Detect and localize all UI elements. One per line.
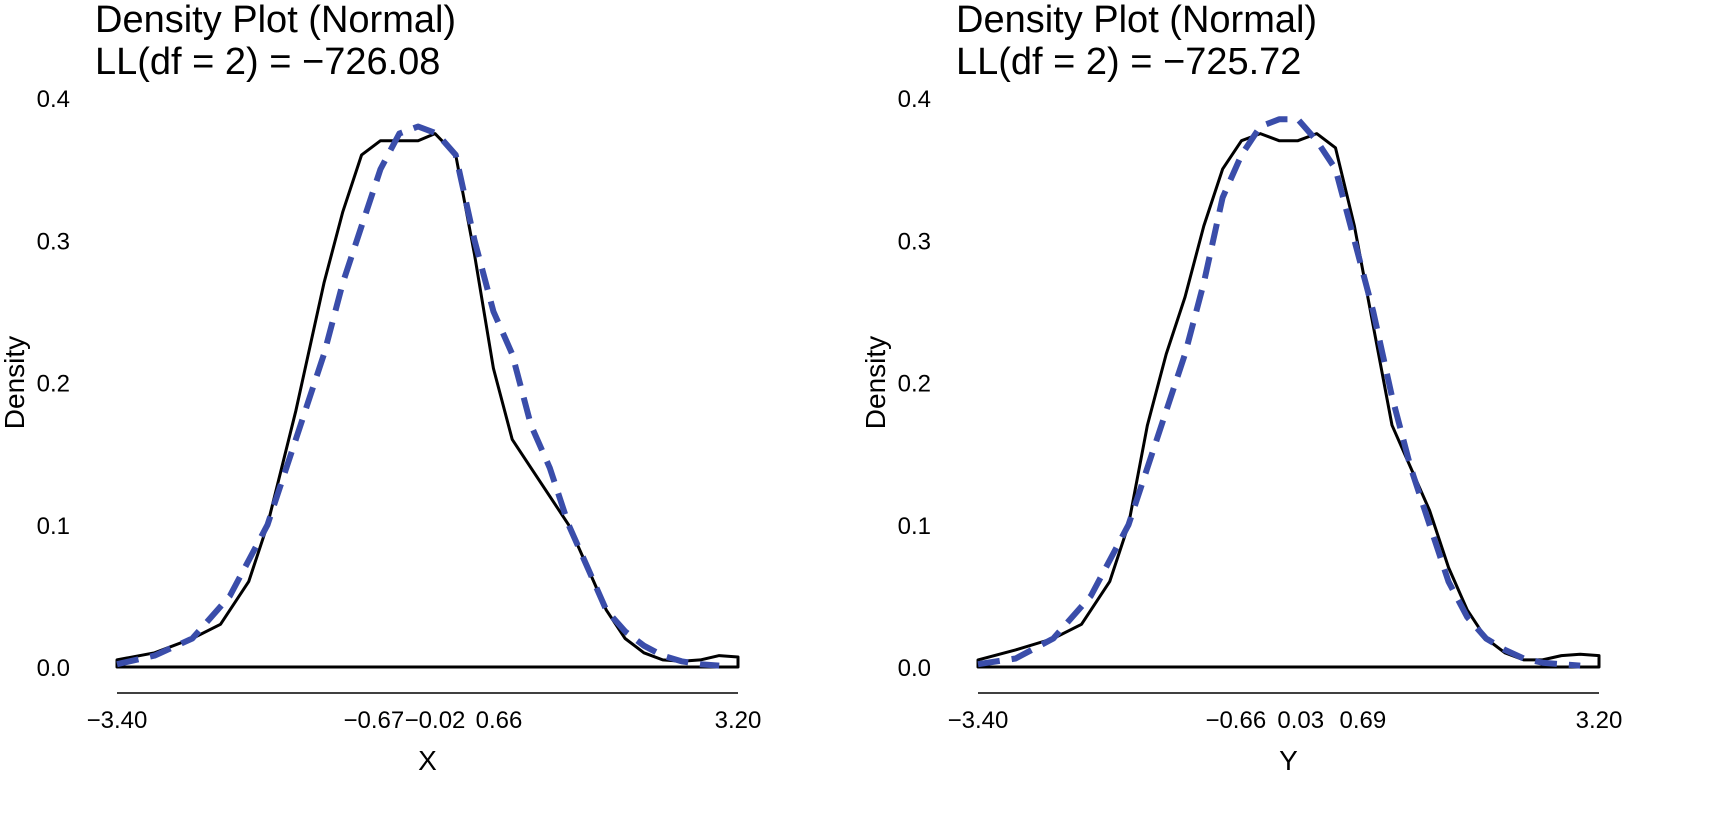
x-tick-label: −3.40	[948, 707, 1009, 734]
x-tick-label: 0.03	[1277, 707, 1324, 734]
chart-title: Density Plot (Normal)	[95, 0, 457, 41]
plot-area-x: 0.0 0.1 0.2 0.3 0.4 Density −3.40 −0.67 −0.02 0.6…	[0, 86, 762, 776]
density-panel-x: Density Plot (Normal) LL(df = 2) = −726.…	[0, 0, 860, 838]
x-tick-label: −3.40	[87, 707, 148, 734]
density-panel-y: Density Plot (Normal) LL(df = 2) = −725.…	[860, 0, 1721, 838]
normal-fit-dashed-line	[116, 123, 720, 669]
x-axis-label: X	[418, 745, 437, 776]
y-tick-label: 0.1	[898, 513, 931, 540]
x-tick-label: 0.69	[1339, 707, 1386, 734]
x-tick-label: 3.20	[715, 707, 762, 734]
chart-subtitle: LL(df = 2) = −726.08	[95, 41, 441, 83]
kernel-density-line	[115, 132, 740, 669]
x-tick-label: −0.67	[344, 707, 405, 734]
y-tick-label: 0.2	[898, 371, 931, 398]
y-tick-label: 0.0	[37, 655, 70, 682]
y-tick-label: 0.4	[898, 86, 931, 113]
y-tick-label: 0.3	[898, 228, 931, 255]
y-tick-label: 0.3	[37, 228, 70, 255]
y-tick-label: 0.2	[37, 371, 70, 398]
x-tick-label: 0.66	[476, 707, 523, 734]
normal-fit-dashed-line	[977, 116, 1581, 669]
x-tick-label: −0.66	[1205, 707, 1266, 734]
y-axis-label: Density	[860, 336, 891, 429]
x-axis-label: Y	[1279, 745, 1298, 776]
y-tick-label: 0.4	[37, 86, 70, 113]
y-tick-label: 0.0	[898, 655, 931, 682]
chart-title: Density Plot (Normal)	[956, 0, 1318, 41]
plot-area-y: 0.0 0.1 0.2 0.3 0.4 Density −3.40 −0.66 0.03 0.69…	[860, 86, 1623, 776]
y-tick-label: 0.1	[37, 513, 70, 540]
chart-subtitle: LL(df = 2) = −725.72	[956, 41, 1302, 83]
x-tick-label: −0.02	[405, 707, 466, 734]
x-tick-label: 3.20	[1576, 707, 1623, 734]
kernel-density-line	[976, 132, 1601, 669]
y-axis-label: Density	[0, 336, 30, 429]
